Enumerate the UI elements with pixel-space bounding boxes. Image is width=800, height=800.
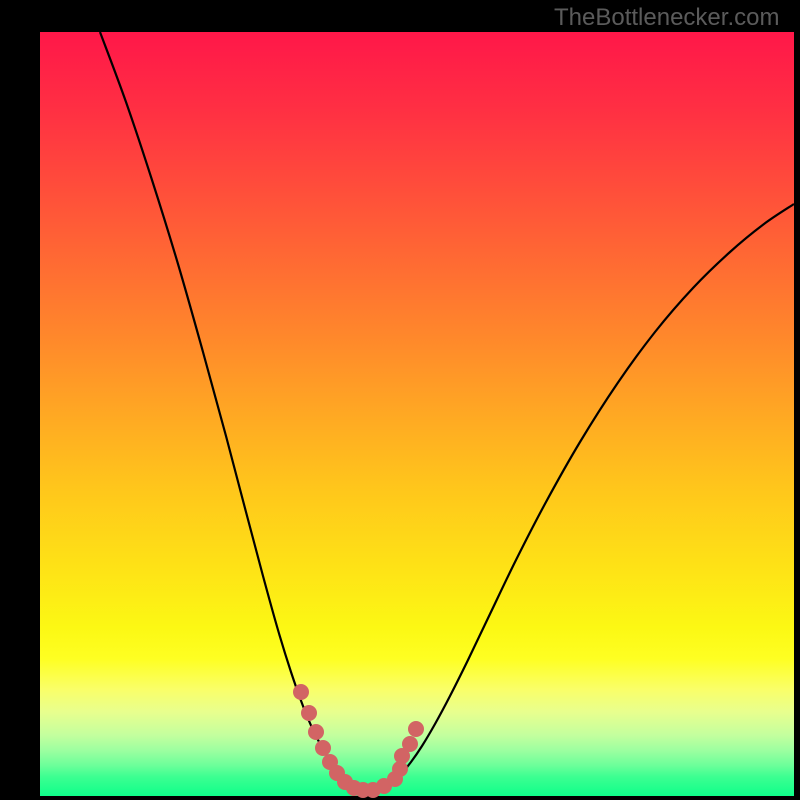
optimal-dot (408, 721, 424, 737)
curve-layer (100, 32, 794, 790)
chart-svg (40, 32, 794, 796)
optimal-dot (308, 724, 324, 740)
optimal-dot (315, 740, 331, 756)
optimal-dot (301, 705, 317, 721)
optimal-dot (293, 684, 309, 700)
plot-area (40, 32, 794, 796)
bottleneck-chart: TheBottlenecker.com (0, 0, 800, 800)
bottleneck-curve (100, 32, 794, 790)
optimal-dot (402, 736, 418, 752)
watermark-text: TheBottlenecker.com (554, 4, 779, 32)
dots-layer (293, 684, 424, 798)
